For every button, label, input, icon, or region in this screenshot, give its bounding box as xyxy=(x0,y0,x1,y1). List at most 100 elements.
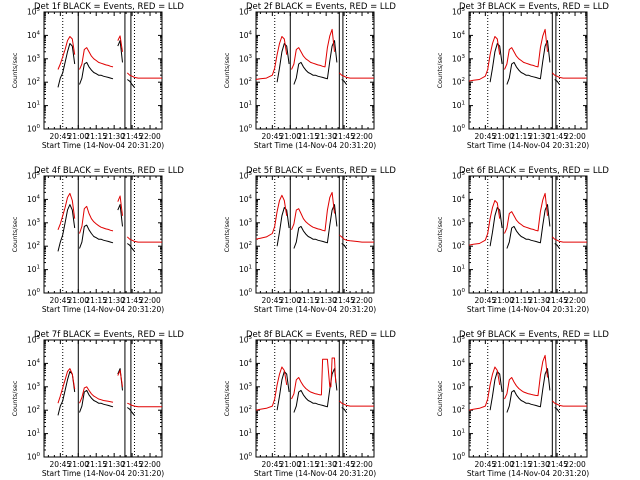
y-tick-label: 105 xyxy=(27,171,41,181)
series-line-lld xyxy=(469,354,587,411)
y-tick-label: 102 xyxy=(27,77,40,87)
series-line-events xyxy=(489,368,560,413)
x-tick-label: 21:30 xyxy=(103,460,125,469)
x-tick-label: 21:00 xyxy=(279,132,301,141)
y-tick-label: 100 xyxy=(452,288,466,298)
x-axis-title: Start Time (14-Nov-04 20:31:20) xyxy=(42,469,164,478)
x-tick-label: 21:45 xyxy=(333,132,355,141)
x-axis-title: Start Time (14-Nov-04 20:31:20) xyxy=(254,305,376,314)
x-tick-label: 21:00 xyxy=(492,460,514,469)
y-tick-label: 100 xyxy=(27,452,41,462)
y-tick-label: 102 xyxy=(239,405,252,415)
y-tick-label: 104 xyxy=(27,30,41,40)
x-tick-label: 22:00 xyxy=(139,132,161,141)
series-line-lld xyxy=(469,192,587,246)
y-tick-label: 101 xyxy=(239,429,252,439)
x-axis-title: Start Time (14-Nov-04 20:31:20) xyxy=(254,469,376,478)
x-tick-label: 20:45 xyxy=(50,132,72,141)
y-tick-label: 104 xyxy=(239,358,253,368)
x-tick-label: 21:45 xyxy=(546,460,568,469)
series-line-lld xyxy=(469,28,587,82)
plot-frame xyxy=(255,11,375,130)
y-tick-label: 102 xyxy=(27,405,40,415)
y-tick-label: 104 xyxy=(27,358,41,368)
y-tick-label: 102 xyxy=(452,241,465,251)
series-line-events xyxy=(57,40,135,88)
y-tick-label: 101 xyxy=(452,101,465,111)
panel-9: Det 9f BLACK = Events, RED = LLD 100 101 10… xyxy=(436,330,609,478)
x-tick-label: 21:30 xyxy=(528,296,550,305)
y-tick-label: 101 xyxy=(27,101,40,111)
x-tick-label: 21:30 xyxy=(315,132,337,141)
x-tick-label: 21:15 xyxy=(85,296,107,305)
x-tick-label: 22:00 xyxy=(351,296,373,305)
x-axis-title: Start Time (14-Nov-04 20:31:20) xyxy=(467,141,589,150)
series-line-events xyxy=(57,368,135,416)
x-tick-label: 21:00 xyxy=(67,296,89,305)
y-tick-label: 104 xyxy=(452,194,466,204)
series-line-lld xyxy=(256,357,374,411)
y-tick-label: 101 xyxy=(452,429,465,439)
panel-1: Det 1f BLACK = Events, RED = LLD 100 101 10… xyxy=(11,2,184,150)
x-tick-label: 21:45 xyxy=(333,296,355,305)
x-tick-label: 21:30 xyxy=(315,296,337,305)
y-tick-label: 103 xyxy=(239,218,253,228)
panel-title: Det 7f BLACK = Events, RED = LLD xyxy=(34,330,184,340)
panel-title: Det 9f BLACK = Events, RED = LLD xyxy=(459,330,609,340)
y-tick-label: 101 xyxy=(27,265,40,275)
series-line-events xyxy=(489,40,560,85)
y-tick-label: 101 xyxy=(452,265,465,275)
y-tick-label: 100 xyxy=(239,288,253,298)
y-tick-label: 103 xyxy=(452,54,466,64)
x-tick-label: 21:15 xyxy=(510,296,532,305)
x-tick-label: 21:30 xyxy=(315,460,337,469)
panel-7: Det 7f BLACK = Events, RED = LLD 100 101 10… xyxy=(11,330,184,478)
panel-title: Det 5f BLACK = Events, RED = LLD xyxy=(246,166,396,176)
x-axis-title: Start Time (14-Nov-04 20:31:20) xyxy=(467,305,589,314)
y-axis-title: Counts/sec xyxy=(436,216,444,252)
y-tick-label: 100 xyxy=(452,452,466,462)
y-tick-label: 105 xyxy=(27,7,41,17)
x-tick-label: 21:15 xyxy=(510,132,532,141)
x-tick-label: 22:00 xyxy=(564,132,586,141)
x-tick-label: 22:00 xyxy=(351,460,373,469)
x-tick-label: 21:30 xyxy=(103,132,125,141)
y-tick-label: 103 xyxy=(27,54,41,64)
x-tick-label: 20:45 xyxy=(475,296,497,305)
x-tick-label: 21:15 xyxy=(85,132,107,141)
panel-title: Det 8f BLACK = Events, RED = LLD xyxy=(246,330,396,340)
plot-frame xyxy=(255,339,375,458)
x-axis-title: Start Time (14-Nov-04 20:31:20) xyxy=(42,305,164,314)
panel-title: Det 1f BLACK = Events, RED = LLD xyxy=(34,2,184,12)
plot-frame xyxy=(468,175,588,294)
x-tick-label: 20:45 xyxy=(50,296,72,305)
panel-title: Det 2f BLACK = Events, RED = LLD xyxy=(246,2,396,12)
plot-frame xyxy=(43,11,163,130)
y-tick-label: 104 xyxy=(452,358,466,368)
x-tick-label: 21:00 xyxy=(279,460,301,469)
plot-frame xyxy=(255,175,375,294)
series-line-lld xyxy=(57,35,162,79)
x-tick-label: 21:30 xyxy=(528,460,550,469)
plot-frame xyxy=(43,339,163,458)
x-tick-label: 21:00 xyxy=(67,460,89,469)
y-tick-label: 103 xyxy=(239,382,253,392)
series-line-events xyxy=(276,40,347,85)
panel-2: Det 2f BLACK = Events, RED = LLD 100 101 10… xyxy=(223,2,396,150)
x-tick-label: 21:00 xyxy=(67,132,89,141)
y-tick-label: 105 xyxy=(239,7,253,17)
series-line-events xyxy=(276,368,347,413)
y-tick-label: 104 xyxy=(239,30,253,40)
y-axis-title: Counts/sec xyxy=(436,380,444,416)
x-tick-label: 20:45 xyxy=(262,296,284,305)
x-tick-label: 21:45 xyxy=(546,132,568,141)
y-tick-label: 100 xyxy=(27,124,41,134)
x-tick-label: 20:45 xyxy=(262,460,284,469)
x-tick-label: 21:15 xyxy=(297,132,319,141)
y-tick-label: 102 xyxy=(239,77,252,87)
x-tick-label: 22:00 xyxy=(564,460,586,469)
x-tick-label: 22:00 xyxy=(139,460,161,469)
x-tick-label: 22:00 xyxy=(351,132,373,141)
y-tick-label: 103 xyxy=(452,218,466,228)
x-tick-label: 20:45 xyxy=(475,460,497,469)
